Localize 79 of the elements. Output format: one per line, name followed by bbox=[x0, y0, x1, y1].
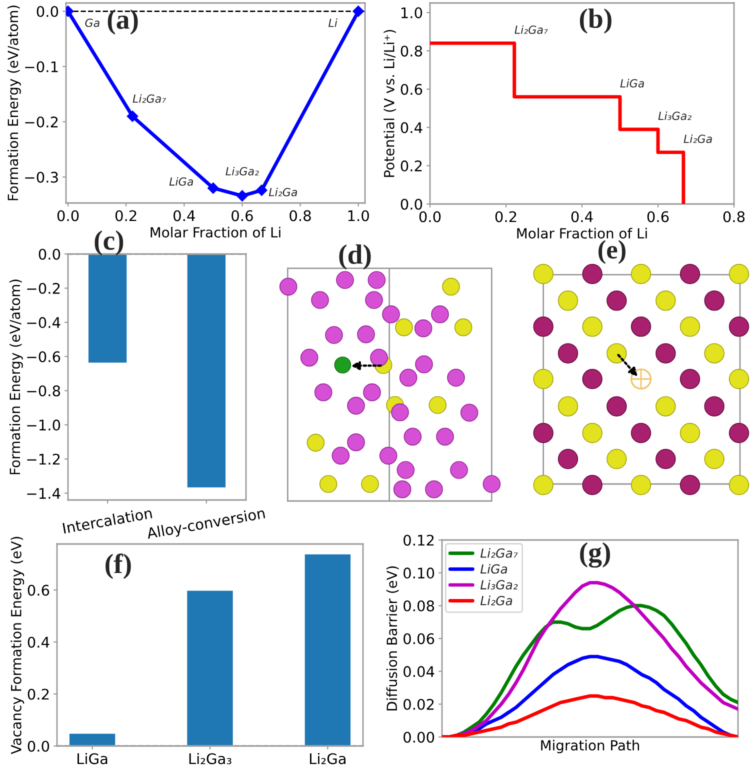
x-tick-label: 0.4 bbox=[571, 211, 593, 222]
annotation: Li₃Ga₂ bbox=[226, 166, 259, 176]
y-tick-label: 0.06 bbox=[404, 633, 434, 644]
bar bbox=[303, 552, 352, 746]
y-tick-label: −1.0 bbox=[27, 420, 60, 431]
annotation: Li₂Ga bbox=[684, 134, 712, 144]
y-tick-label: 0.4 bbox=[28, 636, 50, 648]
y-tick-label: 0.00 bbox=[404, 732, 434, 743]
annotation: Li₃Ga₂ bbox=[658, 111, 692, 120]
y-axis-title: Formation Energy (eV/atom) bbox=[7, 6, 21, 200]
x-tick-label: Li₂Ga₃ bbox=[189, 752, 232, 764]
y-tick-label: −0.4 bbox=[27, 317, 60, 328]
annotation: Ga bbox=[85, 18, 100, 28]
point bbox=[207, 182, 220, 194]
y-tick-label: 1.0 bbox=[401, 7, 422, 18]
x-tick-label: 0.2 bbox=[115, 210, 136, 222]
y-tick-label: −0.2 bbox=[25, 116, 58, 128]
y-tick-label: 0.0 bbox=[400, 198, 422, 210]
point bbox=[256, 184, 268, 196]
y-tick-label: 0.10 bbox=[404, 568, 434, 579]
chart-title: (g) bbox=[580, 542, 610, 568]
chart-title: (c) bbox=[94, 230, 124, 256]
y-tick-label: 0.0 bbox=[36, 6, 58, 18]
annotation: Li₂Ga bbox=[268, 188, 298, 196]
annotation: Li₂Ga₇ bbox=[132, 94, 166, 103]
x-tick-label: LiGa bbox=[78, 752, 108, 764]
x-tick-label: 0.8 bbox=[290, 210, 311, 222]
y-tick-label: 0.6 bbox=[400, 84, 422, 95]
annotation: Li₂Ga₇ bbox=[514, 25, 548, 34]
annotation: Li bbox=[328, 18, 338, 27]
y-axis-title: Potential (V vs. Li/Li⁺) bbox=[384, 30, 396, 177]
point bbox=[126, 110, 138, 122]
y-axis-title: Diffusion Barrier (eV) bbox=[386, 566, 399, 710]
y-axis-title: Formation Energy (eV/atom) bbox=[9, 280, 23, 474]
point bbox=[236, 190, 248, 202]
x-tick-label: Li₂Ga bbox=[310, 752, 346, 764]
y-tick-label: −0.3 bbox=[25, 172, 58, 183]
y-tick-label: 0.2 bbox=[28, 688, 49, 700]
chart-title: (b) bbox=[580, 8, 612, 34]
x-axis-title: Molar Fraction of Li bbox=[517, 228, 647, 239]
y-tick-label: −0.6 bbox=[27, 351, 60, 362]
legend-label: LiGa bbox=[480, 564, 508, 574]
y-tick-label: 0.8 bbox=[400, 46, 422, 57]
text: (e) bbox=[598, 240, 626, 264]
x-tick-label: 0.0 bbox=[57, 210, 79, 222]
chart-title: (f) bbox=[106, 553, 131, 579]
point bbox=[352, 5, 364, 18]
y-tick-label: −1.2 bbox=[27, 454, 60, 465]
y-tick-label: 0.2 bbox=[400, 160, 422, 172]
x-tick-label: 0.4 bbox=[174, 210, 195, 222]
bar bbox=[186, 589, 234, 746]
y-tick-label: 0.12 bbox=[404, 534, 434, 546]
bar bbox=[68, 732, 117, 746]
legend-label: Li₃Ga₂ bbox=[480, 580, 518, 590]
annotation: LiGa bbox=[620, 78, 644, 88]
x-tick-label: 0.6 bbox=[232, 210, 253, 222]
legend-label: Li₂Ga₇ bbox=[480, 548, 518, 558]
y-tick-label: −0.2 bbox=[27, 282, 60, 294]
annotation: LiGa bbox=[169, 177, 193, 186]
legend-label: Li₂Ga bbox=[480, 596, 512, 606]
y-tick-label: 0.4 bbox=[400, 122, 422, 134]
y-tick-label: 0.6 bbox=[28, 584, 50, 596]
x-axis-title: Migration Path bbox=[541, 740, 640, 754]
y-tick-label: −0.8 bbox=[27, 385, 60, 396]
y-tick-label: 0.08 bbox=[404, 600, 434, 612]
text: (d) bbox=[339, 244, 371, 270]
y-tick-label: −1.4 bbox=[27, 488, 60, 499]
x-axis-title: Molar Fraction of Li bbox=[150, 226, 280, 238]
y-tick-label: 0.02 bbox=[404, 698, 434, 710]
chart-title: (a) bbox=[108, 9, 138, 35]
y-axis-title: Vacancy Formation Energy (eV) bbox=[10, 536, 24, 754]
x-tick-label: 1.0 bbox=[348, 210, 369, 222]
x-tick-label: 0.6 bbox=[647, 211, 669, 222]
x-tick-label: 0.2 bbox=[495, 211, 516, 222]
y-tick-label: 0.04 bbox=[404, 666, 434, 678]
y-tick-label: −0.1 bbox=[25, 61, 58, 72]
y-tick-label: 0.0 bbox=[38, 248, 60, 260]
x-tick-label: 0.8 bbox=[723, 211, 745, 222]
y-tick-label: 0.0 bbox=[28, 740, 50, 752]
